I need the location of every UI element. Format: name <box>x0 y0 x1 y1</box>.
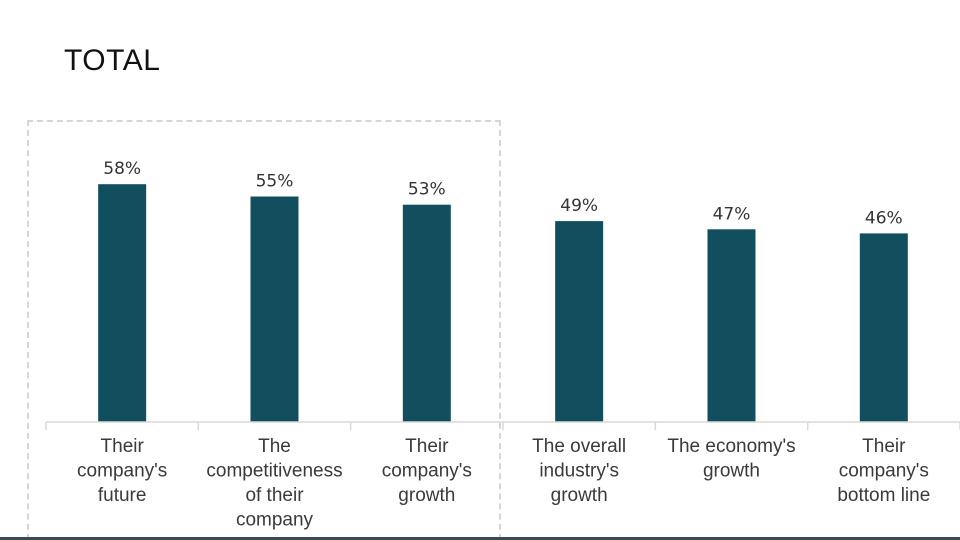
category-label-line: growth <box>703 461 760 482</box>
category-label-line: company's <box>839 461 929 482</box>
bar <box>98 184 147 422</box>
bar-value-label: 49% <box>560 196 598 216</box>
category-label-line: of their <box>245 485 304 506</box>
category-label-line: bottom line <box>837 485 930 506</box>
chart-title: TOTAL <box>64 44 161 77</box>
bar <box>250 196 299 422</box>
bottom-rule <box>0 537 960 540</box>
bar-value-label: 58% <box>103 159 141 179</box>
category-label-line: Their <box>405 436 449 457</box>
category-label: The competitiveness of their company <box>206 436 342 531</box>
category-label-line: The economy's <box>667 436 795 457</box>
category-label: The overall industry's growth <box>532 436 626 506</box>
value-labels-layer: 58% 55% 53% 49% 47% 46% <box>103 159 902 228</box>
bar <box>402 204 451 422</box>
bar <box>859 233 908 422</box>
category-label-line: Their <box>862 436 906 457</box>
category-label-line: future <box>98 485 147 506</box>
category-label-line: growth <box>398 485 455 506</box>
bar-value-label: 46% <box>865 208 903 228</box>
category-label: Their company's bottom line <box>837 436 930 506</box>
category-label: Their company's future <box>77 436 167 506</box>
category-label-line: growth <box>551 485 608 506</box>
bar-value-label: 47% <box>713 204 751 224</box>
category-label-line: company <box>236 510 314 531</box>
category-label-line: The overall <box>532 436 626 457</box>
category-label-line: industry's <box>539 461 619 482</box>
bar <box>707 229 756 422</box>
bar-value-label: 53% <box>408 180 446 200</box>
highlight-box <box>27 120 501 540</box>
category-labels-layer: Their company's future The competitiveness of… <box>77 436 930 531</box>
category-label-line: company's <box>77 461 167 482</box>
category-label-line: competitiveness <box>206 461 342 482</box>
category-label-line: company's <box>382 461 472 482</box>
bar <box>555 221 604 422</box>
category-label-line: The <box>258 436 291 457</box>
x-axis <box>45 421 960 430</box>
category-label-line: Their <box>101 436 145 457</box>
category-label: The economy's growth <box>667 436 795 482</box>
bar-value-label: 55% <box>256 172 294 192</box>
bars-layer <box>98 184 908 422</box>
category-label: Their company's growth <box>382 436 472 506</box>
